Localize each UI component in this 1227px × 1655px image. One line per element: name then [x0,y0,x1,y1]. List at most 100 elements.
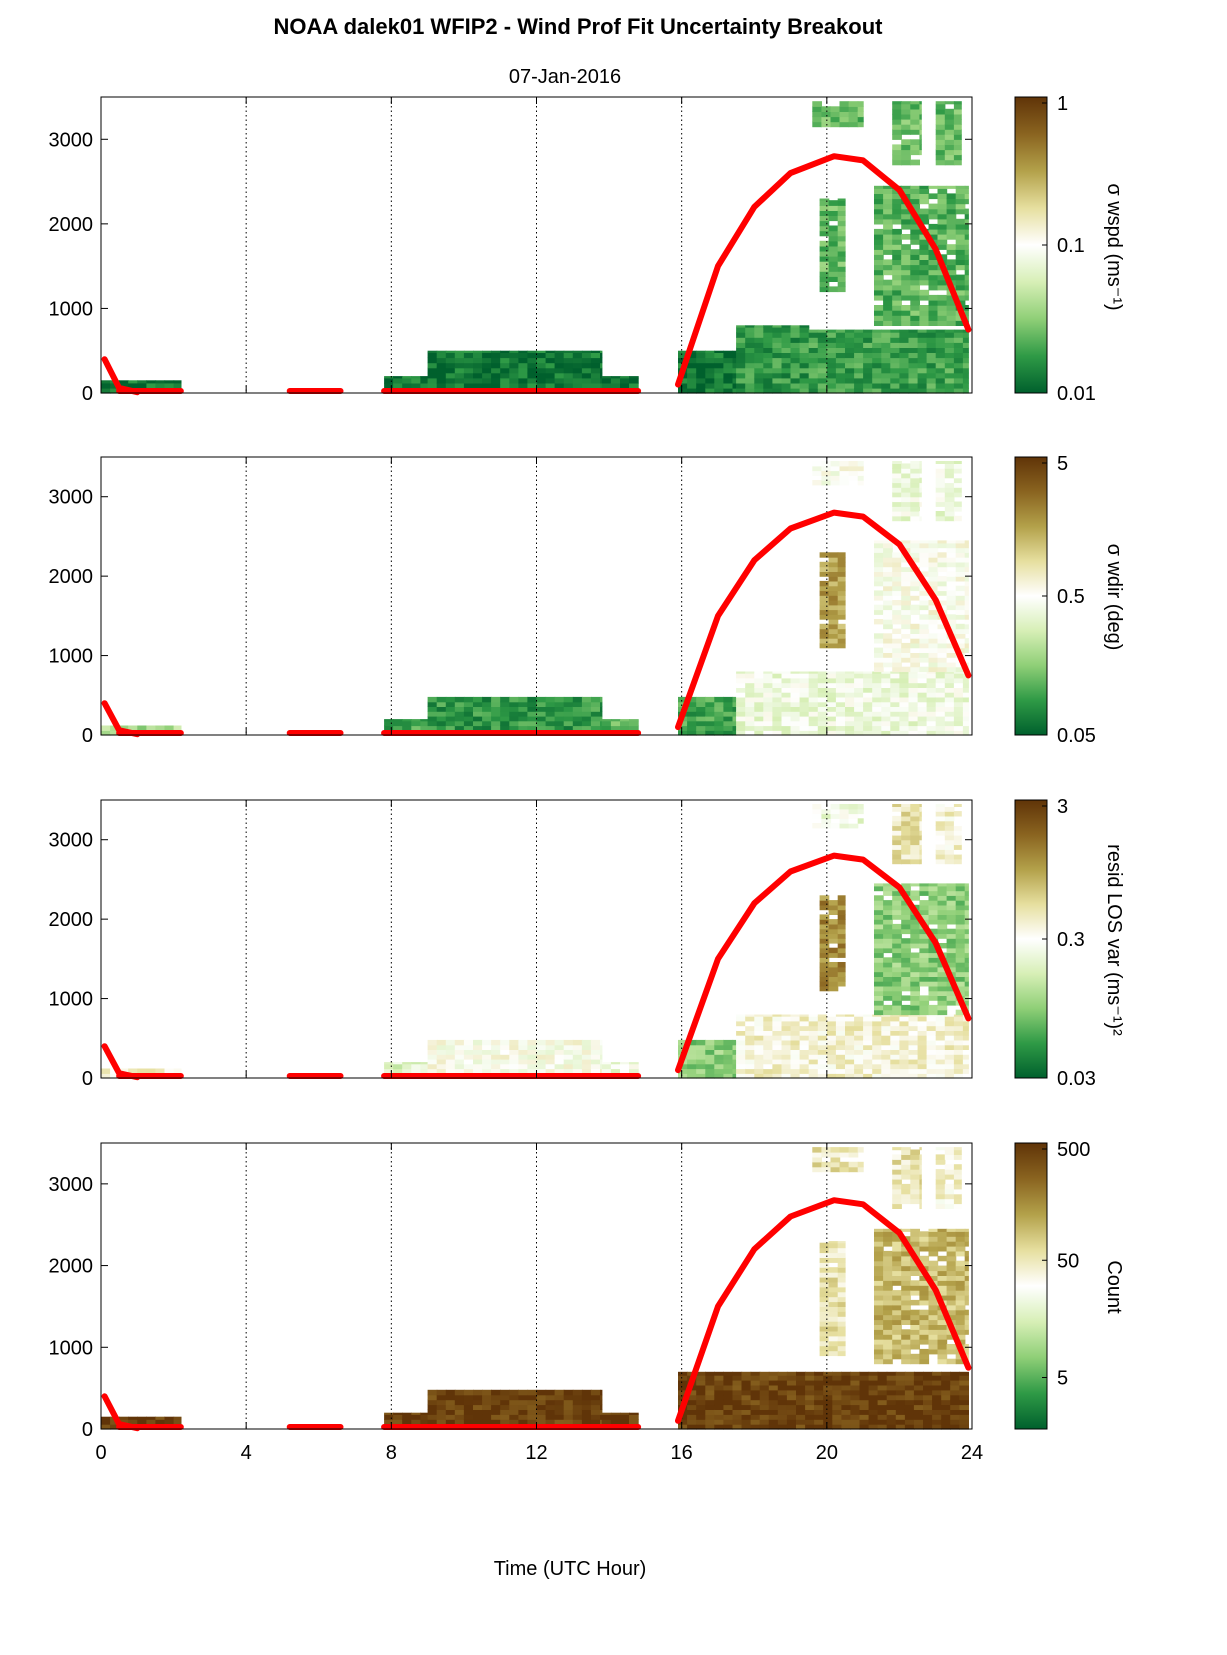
heatmap-cell [901,1339,911,1345]
heatmap-cell [745,387,755,394]
heatmap-cell [881,1025,891,1031]
heatmap-cell [935,1193,946,1200]
heatmap-cell [500,1058,510,1065]
heatmap-cell [799,720,810,727]
heatmap-cell [955,1304,966,1311]
heatmap-cell [959,1409,969,1415]
heatmap-cell [890,362,900,369]
heatmap-cell [601,1419,612,1425]
heatmap-cell [892,995,902,1001]
heatmap-cell [527,1389,538,1396]
heatmap-cell [427,706,438,712]
heatmap-cell [883,1348,893,1355]
x-tick-label: 0 [95,1442,106,1464]
heatmap-cell [890,671,900,674]
heatmap-cell [482,367,492,374]
heatmap-cell [883,1285,893,1291]
heatmap-cell [917,1054,928,1060]
heatmap-cell [890,329,900,333]
heatmap-cell [964,1250,969,1257]
heatmap-cell [964,595,969,601]
heatmap-cell [964,289,969,296]
heatmap-cell [928,1260,939,1267]
heatmap-cell [917,1025,928,1031]
heatmap-cell [768,1380,779,1386]
heatmap-cell [881,352,891,359]
heatmap-cell [714,1380,724,1386]
heatmap-cell [874,995,884,1001]
heatmap-cell [119,380,129,384]
heatmap-cell [812,121,822,128]
heatmap-cell [563,1054,574,1060]
heatmap-cell [944,129,955,135]
heatmap-cell [964,540,969,544]
heatmap-cell [895,1404,906,1410]
heatmap-cell [554,1068,565,1074]
heatmap-cell [790,1044,801,1050]
heatmap-cell [946,661,957,668]
heatmap-cell [883,614,893,620]
heatmap-cell [953,124,962,130]
heatmap-cell [687,696,697,703]
heatmap-cell [754,720,764,727]
y-tick-label: 1000 [49,1337,94,1359]
heatmap-cell [427,1414,438,1420]
heatmap-cell [935,1054,946,1060]
heatmap-cell [883,914,893,920]
heatmap-cell [946,315,957,321]
heatmap-cell [763,1030,773,1036]
heatmap-cell [754,677,764,684]
heatmap-cell [805,1371,815,1376]
heatmap-cell [601,725,612,731]
heatmap-cell [917,367,928,374]
heatmap-cell [463,1389,474,1396]
heatmap-cell [964,928,969,935]
heatmap-cell [962,711,969,717]
heatmap-cell [500,1414,510,1420]
heatmap-cell [768,1424,779,1430]
heatmap-cell [796,1389,806,1396]
heatmap-cell [581,367,592,374]
heatmap-cell [427,1399,438,1406]
heatmap-cell [964,904,969,911]
heatmap-cell [420,1414,429,1420]
heatmap-cell [874,952,884,958]
heatmap-cell [572,1409,583,1415]
heatmap-cell [110,730,120,736]
heatmap-cell [955,904,966,911]
heatmap-cell [554,1063,565,1070]
heatmap-cell [910,1339,920,1345]
heatmap-cell [863,342,873,348]
heatmap-cell [899,1063,910,1070]
heatmap-cell [962,332,969,338]
heatmap-cell [955,244,966,250]
heatmap-cell [928,315,939,321]
heatmap-cell [745,1014,755,1017]
heatmap-cell [946,966,957,973]
heatmap-cell [872,1014,882,1017]
heatmap-cell [928,1309,939,1316]
heatmap-cell [687,1399,697,1406]
heatmap-cell [892,1250,902,1257]
heatmap-cell [937,638,948,644]
heatmap-cell [910,1179,920,1185]
heatmap-cell [919,628,930,634]
heatmap-cell [883,203,893,210]
heatmap-cell [854,1035,864,1041]
heatmap-cell [901,566,911,572]
heatmap-cell [863,1068,873,1074]
heatmap-cell [910,834,920,841]
heatmap-cell [536,706,547,712]
heatmap-cell [848,465,859,472]
heatmap-cell [964,900,969,906]
heatmap-cell [964,557,969,563]
heatmap-cell [463,1044,474,1050]
heatmap-cell [874,1344,884,1350]
heatmap-cell [944,139,955,145]
heatmap-cell [863,671,873,674]
heatmap-cell [835,367,846,374]
heatmap-cell [953,491,962,498]
heatmap-cell [910,883,920,887]
heatmap-cell [835,352,846,359]
heatmap-cell [819,580,830,587]
